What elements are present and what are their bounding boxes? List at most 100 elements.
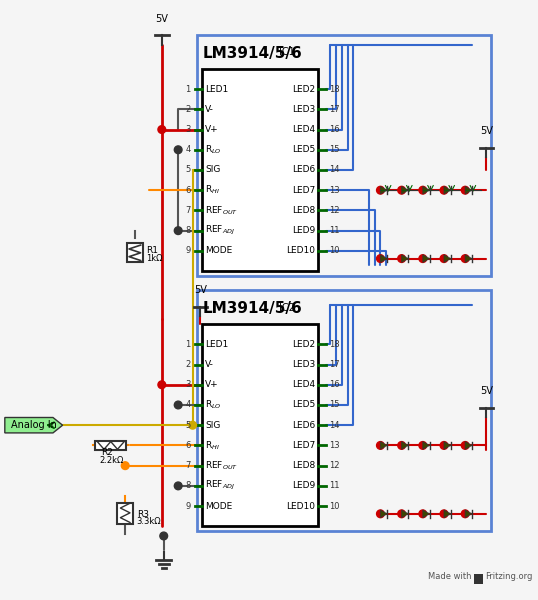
Circle shape	[419, 442, 427, 449]
Text: 14: 14	[329, 166, 340, 175]
Circle shape	[419, 187, 427, 194]
Text: LED6: LED6	[292, 421, 315, 430]
Text: LED2: LED2	[292, 340, 315, 349]
Text: 1kΩ: 1kΩ	[146, 254, 163, 263]
Polygon shape	[401, 442, 408, 449]
Bar	[202, 69, 318, 271]
Circle shape	[461, 255, 469, 262]
Circle shape	[377, 187, 384, 194]
Circle shape	[174, 401, 182, 409]
Text: LED9: LED9	[292, 481, 315, 490]
Circle shape	[377, 255, 384, 262]
Bar	[127, 243, 143, 262]
Text: LED7: LED7	[292, 441, 315, 450]
Polygon shape	[380, 255, 387, 262]
Polygon shape	[401, 187, 408, 194]
Polygon shape	[465, 442, 472, 449]
Text: 2: 2	[186, 105, 190, 114]
Text: 10: 10	[329, 247, 340, 256]
Text: Analog In: Analog In	[11, 420, 56, 430]
Text: 3: 3	[185, 125, 190, 134]
Bar	[117, 503, 133, 524]
Circle shape	[122, 462, 129, 470]
Text: 16: 16	[329, 380, 340, 389]
Text: 6: 6	[185, 441, 190, 450]
Text: V+: V+	[205, 125, 219, 134]
Text: 9: 9	[186, 247, 190, 256]
Text: LED4: LED4	[292, 380, 315, 389]
Text: LED5: LED5	[292, 400, 315, 409]
Bar	[197, 35, 491, 276]
Text: 3.3kΩ: 3.3kΩ	[137, 517, 161, 526]
Text: LED7: LED7	[292, 186, 315, 195]
Text: R$_{LO}$: R$_{LO}$	[205, 399, 222, 411]
Circle shape	[398, 187, 406, 194]
Text: LED4: LED4	[292, 125, 315, 134]
Text: REF$_{ADJ}$: REF$_{ADJ}$	[205, 224, 235, 237]
Text: 7: 7	[185, 206, 190, 215]
Circle shape	[419, 255, 427, 262]
Polygon shape	[423, 187, 429, 194]
Text: 5V: 5V	[480, 386, 493, 397]
Text: LM3914/5/6: LM3914/5/6	[202, 301, 302, 316]
Polygon shape	[380, 510, 387, 518]
Text: 5: 5	[186, 166, 190, 175]
Text: 5V: 5V	[194, 285, 207, 295]
Circle shape	[160, 532, 167, 540]
Text: LED3: LED3	[292, 105, 315, 114]
Text: LED8: LED8	[292, 461, 315, 470]
Text: IC1: IC1	[279, 47, 295, 57]
Polygon shape	[444, 255, 451, 262]
Text: 2: 2	[186, 360, 190, 369]
Polygon shape	[444, 187, 451, 194]
Text: 1: 1	[186, 85, 190, 94]
Bar	[202, 324, 318, 526]
Text: R$_{LO}$: R$_{LO}$	[205, 143, 222, 156]
Text: 12: 12	[329, 461, 340, 470]
Polygon shape	[380, 442, 387, 449]
Text: V-: V-	[205, 360, 214, 369]
Text: 4: 4	[186, 400, 190, 409]
Polygon shape	[423, 442, 429, 449]
Circle shape	[377, 510, 384, 518]
Text: V-: V-	[205, 105, 214, 114]
Text: LM3914/5/6: LM3914/5/6	[202, 46, 302, 61]
Text: V+: V+	[205, 380, 219, 389]
Polygon shape	[444, 510, 451, 518]
Bar	[197, 290, 491, 531]
Text: SIG: SIG	[205, 166, 221, 175]
Circle shape	[461, 187, 469, 194]
Polygon shape	[465, 255, 472, 262]
Polygon shape	[380, 187, 387, 194]
Text: 6: 6	[185, 186, 190, 195]
Bar	[95, 440, 126, 450]
Text: LED9: LED9	[292, 226, 315, 235]
Text: R2: R2	[101, 448, 113, 457]
Text: MODE: MODE	[205, 502, 232, 511]
Text: LED1: LED1	[205, 85, 229, 94]
Circle shape	[440, 510, 448, 518]
Text: R1: R1	[146, 246, 158, 255]
Circle shape	[398, 442, 406, 449]
Text: 8: 8	[185, 481, 190, 490]
Text: 13: 13	[329, 441, 340, 450]
Text: 17: 17	[329, 105, 340, 114]
Circle shape	[174, 482, 182, 490]
Text: 4: 4	[186, 145, 190, 154]
Text: LED6: LED6	[292, 166, 315, 175]
Circle shape	[174, 146, 182, 154]
Text: 5V: 5V	[480, 126, 493, 136]
Polygon shape	[423, 510, 429, 518]
Text: 5: 5	[186, 421, 190, 430]
Polygon shape	[423, 255, 429, 262]
Text: 10: 10	[329, 502, 340, 511]
Text: REF$_{OUT}$: REF$_{OUT}$	[205, 460, 238, 472]
Text: REF$_{ADJ}$: REF$_{ADJ}$	[205, 479, 235, 493]
Text: 15: 15	[329, 400, 340, 409]
Circle shape	[440, 442, 448, 449]
Text: 2.2kΩ: 2.2kΩ	[99, 456, 124, 465]
Circle shape	[189, 421, 196, 429]
Text: 11: 11	[329, 481, 340, 490]
Circle shape	[158, 125, 166, 133]
Text: IC2: IC2	[279, 302, 295, 313]
